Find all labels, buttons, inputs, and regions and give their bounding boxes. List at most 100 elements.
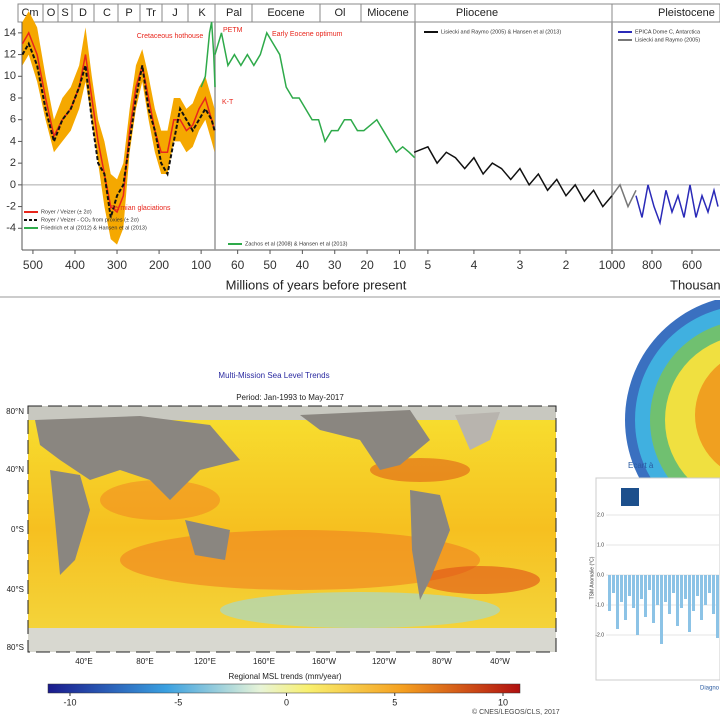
label: 2: [563, 258, 570, 272]
label: Cm: [21, 7, 38, 19]
label: 2.0: [597, 512, 604, 518]
label: 14: [4, 27, 16, 39]
bar: [668, 575, 671, 614]
bar: [716, 575, 719, 638]
bar: [612, 575, 615, 593]
label: Friedrich et al (2012) & Hansen et al (2…: [41, 225, 147, 231]
label: 40: [296, 258, 310, 272]
label: 0°S: [11, 525, 24, 534]
map: [28, 406, 556, 652]
label: 40°N: [6, 465, 24, 474]
label: 50: [263, 258, 277, 272]
label: -5: [174, 697, 182, 707]
label: Pliocene: [456, 7, 498, 19]
label: 80°S: [7, 643, 24, 652]
series-line: [635, 184, 719, 226]
bar: [616, 575, 619, 629]
bar: [632, 575, 635, 608]
label: P: [125, 7, 132, 19]
label: 5: [425, 258, 432, 272]
label: 10: [393, 258, 407, 272]
label: Zachos et al (2008) & Hansen et al (2013…: [245, 241, 348, 247]
label: K-T: [222, 99, 234, 106]
label: 80°N: [6, 407, 24, 416]
label: Regional MSL trends (mm/year): [228, 672, 341, 681]
bar: [644, 575, 647, 617]
label: 120°E: [194, 657, 216, 666]
label: 160°E: [253, 657, 275, 666]
bar: [704, 575, 707, 605]
label: Millions of years before present: [226, 277, 407, 292]
label: 600: [682, 258, 702, 272]
label: 500: [23, 258, 43, 272]
label: 80°W: [432, 657, 452, 666]
y-title: TSM Anomalie (°C): [589, 556, 595, 599]
bar: [636, 575, 639, 635]
series-line: [413, 145, 613, 208]
paleo-bg: [0, 0, 720, 296]
label: 6: [10, 114, 16, 126]
bar: [664, 575, 667, 602]
label: Early Eocene optimum: [272, 31, 343, 38]
globe: [625, 300, 720, 480]
bar: [684, 575, 687, 599]
label: 40°E: [75, 657, 92, 666]
label: O: [47, 7, 56, 19]
label: Miocene: [367, 7, 409, 19]
label: 0: [284, 697, 289, 707]
label: 30: [328, 258, 342, 272]
label: -4: [6, 222, 16, 234]
label: Royer / Veizer (± 2σ): [41, 209, 92, 215]
bar: [672, 575, 675, 593]
label: 0.0: [597, 572, 604, 578]
label: 4: [10, 135, 16, 147]
bar: [628, 575, 631, 596]
bar: [712, 575, 715, 614]
bar: [652, 575, 655, 623]
map-frame: [27, 405, 557, 653]
series-line: [611, 183, 637, 209]
label: Pal: [226, 7, 242, 19]
label: Cretaceous hothouse: [137, 33, 204, 40]
bar: [688, 575, 691, 632]
series-line: [21, 41, 216, 218]
label: 40°S: [7, 585, 24, 594]
bar: [692, 575, 695, 611]
label: 800: [642, 258, 662, 272]
label: Pleistocene: [658, 7, 715, 19]
label: Thousands of years before present: [670, 277, 720, 292]
label: C: [103, 7, 111, 19]
label: J: [172, 7, 178, 19]
label: -2.0: [595, 632, 604, 638]
label: 200: [149, 258, 169, 272]
bar: [656, 575, 659, 605]
label: 10: [498, 697, 508, 707]
label: Royer / Veizer - CO₂ from proxies (± 2σ): [41, 217, 139, 223]
label: Lisiecki and Raymo (2005) & Hansen et al…: [441, 29, 561, 35]
label: 1000: [599, 258, 626, 272]
bar: [708, 575, 711, 593]
bar: [640, 575, 643, 599]
label: PETM: [223, 27, 243, 34]
series-line: [214, 31, 416, 159]
bar: [624, 575, 627, 620]
label: 120°W: [372, 657, 397, 666]
label: -1.0: [595, 602, 604, 608]
bar: [660, 575, 663, 644]
label: Permian glaciations: [109, 205, 171, 212]
label: -10: [63, 697, 76, 707]
label: Multi-Mission Sea Level Trends: [218, 371, 329, 380]
label: 8: [10, 92, 16, 104]
series-line: [200, 21, 216, 88]
label: 400: [65, 258, 85, 272]
bar: [608, 575, 611, 611]
label: 80°E: [136, 657, 153, 666]
label: S: [61, 7, 68, 19]
label: EPICA Dome C, Antarctica: [635, 29, 701, 35]
label: 5: [392, 697, 397, 707]
label: 20: [360, 258, 374, 272]
label: Diagno: [700, 686, 720, 692]
label: © CNES/LEGOS/CLS, 2017: [472, 708, 560, 716]
label: 3: [517, 258, 524, 272]
